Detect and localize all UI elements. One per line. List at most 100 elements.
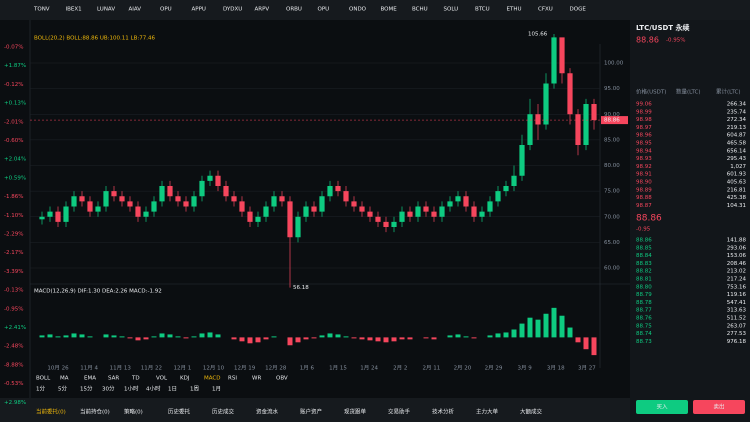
book-price: 88.74 (636, 331, 652, 337)
bottom-tab: 策略(0) (124, 408, 143, 416)
price-tick: 60.00 (604, 266, 620, 272)
high-label: 105.66 (528, 31, 548, 37)
book-price: 99.06 (636, 102, 652, 108)
book-qty: 753.16 (727, 284, 747, 290)
price-tick: 90.00 (604, 112, 620, 118)
book-qty: 976.18 (727, 339, 747, 345)
book-header: 数量(LTC) (676, 88, 700, 96)
trade-button[interactable] (636, 400, 688, 414)
ticker: DYDXU (223, 7, 242, 13)
ticker: DOGE (570, 7, 587, 13)
book-price: 98.96 (636, 133, 652, 139)
candle-body (423, 206, 429, 212)
indicator-tab: VOL (156, 376, 168, 382)
macd-bar (319, 335, 325, 338)
macd-bar (103, 334, 109, 338)
interval-tab: 30分 (102, 385, 115, 393)
macd-bar (247, 337, 253, 344)
watch-change: +2.41% (4, 325, 26, 331)
price-tick: 65.00 (604, 240, 620, 246)
date-label: 11月 4 (80, 365, 98, 372)
ticker: TONV (33, 7, 50, 13)
book-price: 88.83 (636, 261, 652, 267)
watch-change: +2.04% (4, 157, 26, 163)
macd-bar (503, 332, 509, 338)
book-qty: 277.53 (727, 331, 747, 337)
trade-button-label: 买入 (656, 403, 668, 411)
macd-bar (239, 337, 245, 342)
candle-body (231, 196, 237, 202)
bottom-tab: 历史成交 (212, 408, 235, 416)
book-qty: 153.06 (727, 253, 747, 259)
candle-body (191, 196, 197, 207)
candle-body (127, 201, 133, 207)
candle-body (375, 216, 381, 222)
macd-bar (55, 336, 61, 338)
symbol: LTC/USDT 永续 (636, 23, 690, 32)
candle-body (503, 186, 509, 192)
date-label: 3月 27 (578, 365, 596, 372)
candle-body (271, 196, 277, 207)
book-qty: 235.74 (727, 109, 747, 115)
macd-bar (383, 337, 389, 343)
macd-bar (327, 333, 333, 338)
macd-bar (215, 334, 221, 338)
indicator-tab: KDJ (180, 376, 190, 382)
ticker: OPU (160, 7, 172, 13)
macd-bar (463, 336, 469, 338)
candle-body (71, 196, 77, 207)
candle-body (135, 206, 141, 217)
watch-change: -0.13% (4, 288, 23, 294)
candle-body (103, 191, 109, 207)
macd-legend: MACD(12,26,9) DIF:1.30 DEA:2.26 MACD:-1.… (34, 289, 162, 295)
candle-body (119, 196, 125, 202)
indicator-tab: EMA (84, 376, 96, 382)
date-label: 2月 11 (422, 365, 440, 372)
book-price: 98.94 (636, 148, 652, 154)
bottom-tab: 现货跟单 (344, 408, 367, 416)
candle-body (143, 211, 149, 217)
candle-body (167, 186, 173, 197)
trade-button[interactable] (693, 400, 745, 414)
macd-bar (567, 327, 573, 338)
macd-bar (79, 334, 85, 338)
ticker: APPU (192, 7, 206, 13)
interval-tab: 4小时 (146, 385, 161, 393)
date-label: 1月 24 (360, 365, 378, 372)
book-qty: 511.52 (727, 316, 746, 322)
book-qty: 219.13 (727, 125, 747, 131)
book-qty: 465.58 (727, 141, 747, 147)
price-tick: 80.00 (604, 163, 620, 169)
macd-bar (399, 337, 405, 340)
last-price-tag (601, 116, 628, 125)
book-price: 98.97 (636, 125, 652, 131)
date-label: 1月 6 (300, 365, 315, 372)
interval-tab: 5分 (58, 385, 67, 393)
book-qty: 425.38 (727, 195, 747, 201)
candle-body (303, 206, 309, 217)
book-qty: 656.14 (727, 148, 747, 154)
macd-bar (431, 337, 437, 340)
candle-body (567, 73, 573, 115)
macd-bar (343, 336, 349, 338)
interval-tab: 15分 (80, 385, 93, 393)
book-qty: 119.16 (727, 292, 747, 298)
candle-body (199, 180, 205, 197)
candle-body (175, 196, 181, 202)
indicator-tab: WR (252, 376, 261, 382)
ticker: ARPV (255, 7, 270, 13)
mid-change: -0.95 (636, 227, 651, 233)
book-price: 88.79 (636, 292, 652, 298)
book-qty: 293.06 (727, 245, 747, 251)
book-price: 88.78 (636, 300, 652, 306)
bottom-tab: 历史委托 (168, 408, 191, 416)
interval-tab: 1小时 (124, 385, 139, 393)
book-price: 88.82 (636, 269, 652, 275)
candle-body (447, 201, 453, 207)
mid-price: 88.86 (636, 214, 662, 224)
macd-bar (167, 334, 173, 338)
candle-body (159, 186, 165, 202)
candle-body (463, 196, 469, 207)
watch-change: -0.07% (4, 45, 23, 51)
